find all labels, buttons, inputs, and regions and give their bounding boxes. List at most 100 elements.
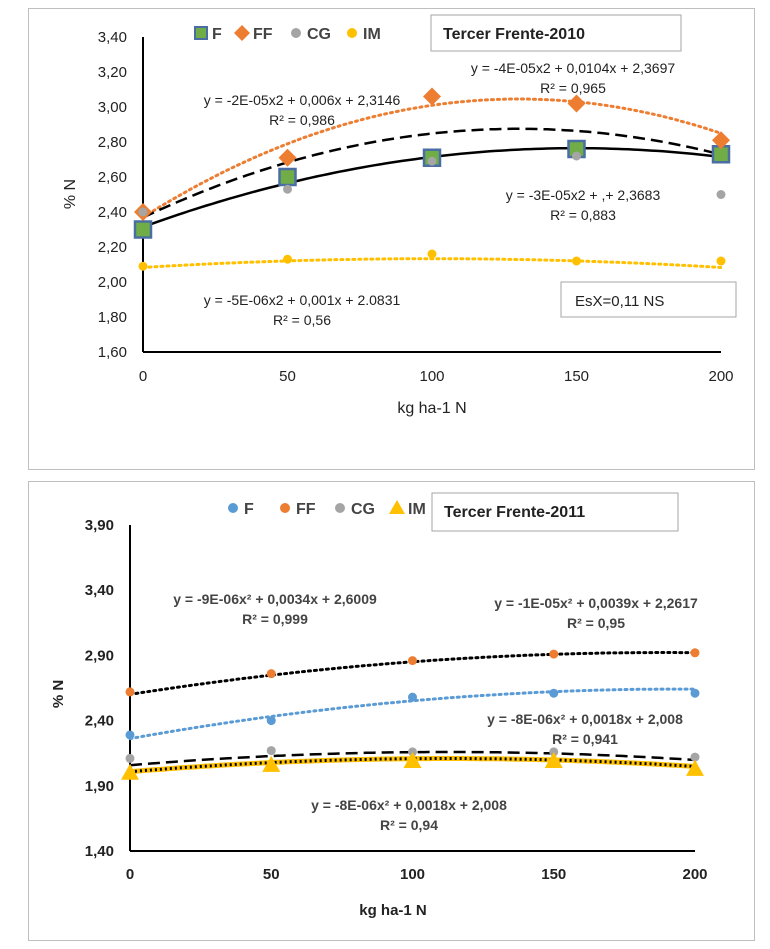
c2011-point-ff <box>549 649 559 659</box>
c2010-x-tick-label: 50 <box>279 368 296 385</box>
c2010-point-im <box>138 261 148 271</box>
c2010-point-im <box>716 256 726 266</box>
c2010-y-tick-label: 3,20 <box>98 64 127 81</box>
c2011-y-tick-label: 3,90 <box>85 517 114 534</box>
c2010-title: Tercer Frente-2010 <box>443 26 585 43</box>
c2011-point-f <box>549 688 559 698</box>
c2010-point-im <box>283 254 292 264</box>
c2011-x-tick-label: 200 <box>682 866 707 883</box>
c2010-legend-label-cg: CG <box>307 26 331 43</box>
c2010-trend-equation: y = -2E-05x2 + 0,006x + 2,3146 <box>204 92 401 108</box>
c2011-title: Tercer Frente-2011 <box>444 504 585 521</box>
c2010-point-cg <box>138 207 148 217</box>
c2011-legend-marker-im <box>389 500 405 514</box>
c2011-point-im <box>544 752 563 769</box>
c2010-y-tick-label: 3,00 <box>98 99 127 116</box>
c2011-point-ff <box>266 669 276 679</box>
c2011-y-tick-label: 1,40 <box>85 843 114 860</box>
c2010-trend-equation: y = -5E-06x2 + 0,001x + 2.0831 <box>204 292 401 308</box>
c2011-point-ff <box>125 687 135 697</box>
c2011-point-im <box>403 752 422 769</box>
chart-2011-panel: 1,40 1,90 2,40 2,90 3,40 3,90 0 50 100 150 200 kg h… <box>28 481 755 941</box>
c2010-legend-label-im: IM <box>363 26 381 43</box>
c2010-y-tick-label: 2,20 <box>98 239 127 256</box>
c2011-legend-marker-ff <box>280 503 290 513</box>
c2010-point-ff <box>278 148 297 167</box>
c2010-y-tick-label: 1,60 <box>98 344 127 361</box>
c2010-point-im <box>427 249 437 259</box>
c2011-point-cg <box>408 747 417 757</box>
c2010-legend-label-f: F <box>212 26 222 43</box>
c2010-point-cg <box>427 156 437 166</box>
c2011-point-f <box>690 688 700 698</box>
c2010-x-tick-label: 200 <box>708 368 733 385</box>
c2010-point-im <box>572 256 581 266</box>
c2011-trendline-cg <box>129 750 696 767</box>
c2011-point-im <box>121 763 139 780</box>
c2011-x-tick-label: 150 <box>541 866 566 883</box>
c2010-trend-r2: R² = 0,883 <box>550 207 616 223</box>
c2011-point-ff <box>408 656 417 666</box>
c2010-point-cg <box>572 151 581 161</box>
c2010-point-cg <box>283 184 292 194</box>
c2010-x-tick-label: 0 <box>139 368 147 385</box>
c2010-trend-equation: y = -3E-05x2 + ,+ 2,3683 <box>506 187 661 203</box>
c2011-trend-r2: R² = 0,94 <box>380 817 438 833</box>
c2010-point-ff <box>712 131 730 150</box>
c2010-stat-text: EsX=0,11 NS <box>575 293 664 310</box>
c2011-legend-marker-f <box>228 503 238 513</box>
c2010-legend-marker-cg <box>291 28 301 38</box>
c2010-y-tick-label: 2,00 <box>98 274 127 291</box>
c2011-y-tick-label: 3,40 <box>85 582 114 599</box>
c2010-trend-r2: R² = 0,986 <box>269 112 335 128</box>
c2010-legend-label-ff: FF <box>253 26 273 43</box>
c2010-point-f <box>278 167 297 187</box>
c2010-y-tick-label: 2,60 <box>98 169 127 186</box>
c2011-legend-label-cg: CG <box>351 501 375 518</box>
c2011-title-box <box>431 492 679 532</box>
chart-2011: 1,40 1,90 2,40 2,90 3,40 3,90 0 50 100 150 200 kg h… <box>50 492 708 919</box>
c2010-legend-marker-f <box>194 26 208 40</box>
c2010-y-tick-label: 3,40 <box>98 29 127 46</box>
c2010-trend-r2: R² = 0,965 <box>540 80 606 96</box>
c2010-x-tick-label: 100 <box>419 368 444 385</box>
c2010-y-tick-label: 2,80 <box>98 134 127 151</box>
c2011-y-tick-label: 2,90 <box>85 647 114 664</box>
c2011-trend-r2: R² = 0,95 <box>567 615 625 631</box>
c2010-point-f <box>133 220 153 239</box>
c2010-trendline-im <box>141 257 723 269</box>
c2010-x-tick-label: 150 <box>564 368 589 385</box>
c2011-y-tick-label: 2,40 <box>85 713 114 730</box>
c2010-point-ff <box>567 94 586 113</box>
c2010-point-cg <box>716 190 726 199</box>
c2011-point-im <box>686 759 704 776</box>
c2011-point-f <box>408 692 417 702</box>
c2011-trend-equation: y = -9E-06x² + 0,0034x + 2,6009 <box>173 591 377 607</box>
c2010-y-axis-label: % N <box>62 179 79 209</box>
chart-2010: 1,60 1,80 2,00 2,20 2,40 2,60 2,80 3,00 3,20 3,40… <box>62 14 737 417</box>
c2010-legend-marker-im <box>347 28 357 38</box>
chart-2010-panel: 1,60 1,80 2,00 2,20 2,40 2,60 2,80 3,00 3,20 3,40… <box>28 8 755 470</box>
c2011-point-im <box>262 755 281 772</box>
c2011-x-axis-label: kg ha-1 N <box>359 902 427 919</box>
c2011-trend-equation: y = -1E-05x² + 0,0039x + 2,2617 <box>494 595 698 611</box>
c2011-point-f <box>125 730 135 740</box>
c2011-y-axis-label: % N <box>50 680 67 708</box>
c2011-x-tick-label: 100 <box>400 866 425 883</box>
c2010-trend-r2: R² = 0,56 <box>273 312 331 328</box>
c2011-point-f <box>266 716 276 726</box>
c2011-point-ff <box>690 648 700 658</box>
c2011-x-tick-label: 50 <box>263 866 280 883</box>
c2011-trend-r2: R² = 0,999 <box>242 611 308 627</box>
c2011-point-cg <box>690 752 700 762</box>
c2011-trend-equation: y = -8E-06x² + 0,0018x + 2,008 <box>487 711 683 727</box>
c2011-point-cg <box>266 746 276 756</box>
c2011-legend-label-f: F <box>244 501 254 518</box>
c2010-y-tick-label: 1,80 <box>98 309 127 326</box>
c2011-point-cg <box>125 753 135 763</box>
c2011-trend-equation: y = -8E-06x² + 0,0018x + 2,008 <box>311 797 507 813</box>
c2010-stat-box <box>560 281 737 318</box>
c2010-trend-equation: y = -4E-05x2 + 0,0104x + 2,3697 <box>471 60 676 76</box>
c2010-point-ff <box>423 87 441 106</box>
c2010-y-tick-label: 2,40 <box>98 204 127 221</box>
